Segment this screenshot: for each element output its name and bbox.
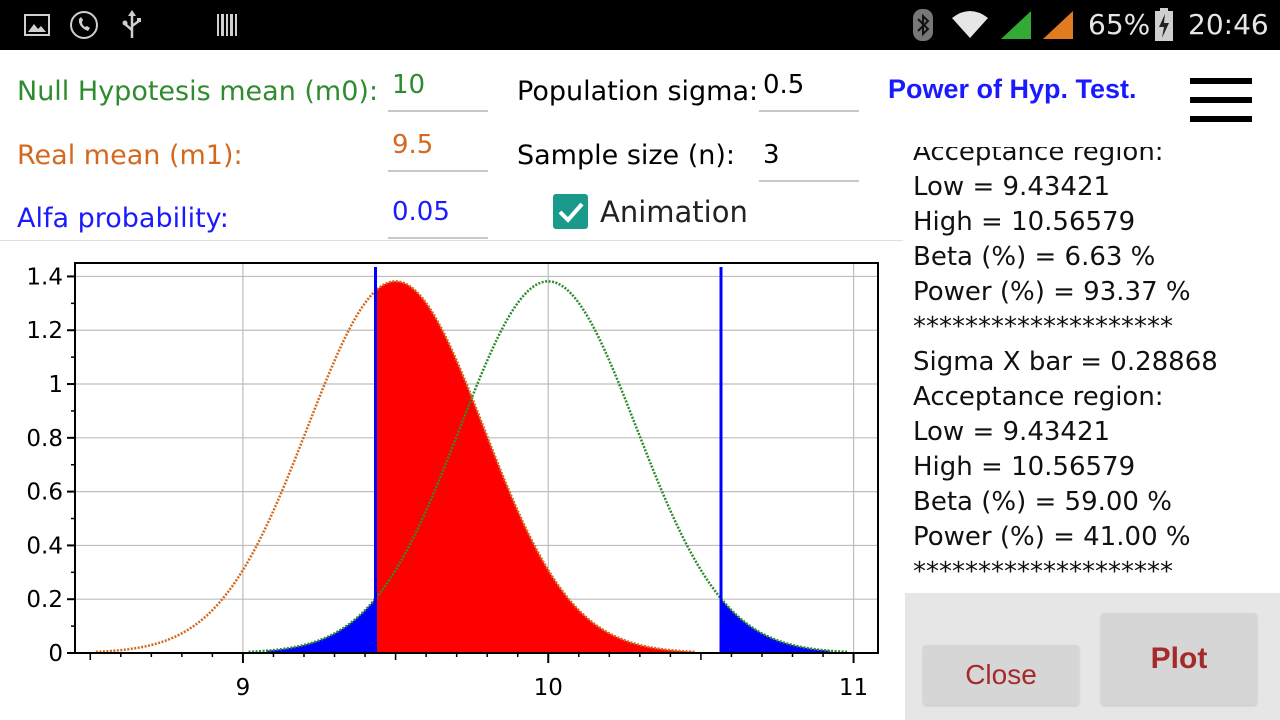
signal-orange-icon [1040,0,1076,50]
usb-icon [118,0,146,50]
animation-checkbox[interactable] [553,194,588,229]
clock: 20:46 [1188,8,1269,41]
alpha-left-tail [266,598,376,653]
button-area: Close Plot [905,593,1280,720]
y-tick-label: 0.6 [26,480,63,506]
null-mean-label: Null Hypotesis mean (m0): [17,76,379,107]
barcode-icon [214,0,240,50]
sigma-field[interactable]: 0.5 [759,70,859,112]
x-tick-label: 9 [236,675,251,701]
alpha-right-tail [720,598,831,653]
result-line: Low = 9.43421 [913,172,1111,202]
result-line: Sigma X bar = 0.28868 [913,347,1218,377]
bluetooth-icon [910,0,936,50]
result-line: Beta (%) = 6.63 % [913,242,1156,272]
y-tick-label: 0.8 [26,426,63,452]
y-tick-label: 1 [48,372,63,398]
menu-button[interactable] [1188,76,1254,124]
animation-label: Animation [600,195,748,229]
phone-icon [66,0,102,50]
chart-panel: 0 0.2 0.4 0.6 0.8 1 1.2 1.4 9 10 11 [0,240,903,720]
power-chart: 0 0.2 0.4 0.6 0.8 1 1.2 1.4 9 10 11 [26,262,879,701]
sigma-label: Population sigma: [517,76,759,107]
menu-bar [1190,116,1252,122]
real-mean-curve [95,280,696,654]
menu-bar [1190,97,1252,103]
plot-button[interactable]: Plot [1101,613,1257,705]
real-mean-field[interactable]: 9.5 [388,130,488,172]
results-panel[interactable]: Acceptance region: Low = 9.43421 High = 10… [905,147,1265,593]
alfa-field[interactable]: 0.05 [388,197,488,239]
result-line: Acceptance region: [913,147,1164,167]
result-line: High = 10.56579 [913,452,1136,482]
sample-size-field[interactable]: 3 [759,140,859,182]
status-bar: 65% 20:46 [0,0,1280,50]
close-button[interactable]: Close [923,645,1079,705]
menu-bar [1190,78,1252,84]
battery-charging-icon [1152,0,1176,50]
signal-green-icon [998,0,1034,50]
result-line: Low = 9.43421 [913,417,1111,447]
x-tick-label: 11 [839,675,868,701]
image-icon [22,0,52,50]
result-line: High = 10.56579 [913,207,1136,237]
y-tick-label: 1.4 [26,264,63,290]
alfa-label: Alfa probability: [17,203,229,234]
sample-size-label: Sample size (n): [517,140,736,171]
y-tick-label: 0 [48,641,63,667]
wifi-icon [948,0,992,50]
result-line: Power (%) = 93.37 % [913,277,1191,307]
y-tick-label: 1.2 [26,318,63,344]
result-line: Power (%) = 41.00 % [913,522,1191,552]
beta-region [375,281,696,653]
y-tick-label: 0.4 [26,533,63,559]
result-line: ******************** [913,557,1173,587]
x-tick-label: 10 [534,675,563,701]
real-mean-label: Real mean (m1): [17,140,243,171]
null-hypothesis-curve [248,280,848,654]
result-line: ******************** [913,312,1173,342]
result-line: Acceptance region: [913,382,1164,412]
plot-frame [74,262,879,654]
app-title: Power of Hyp. Test. [888,74,1137,104]
null-mean-field[interactable]: 10 [388,70,488,112]
result-line: Beta (%) = 59.00 % [913,487,1172,517]
y-tick-label: 0.2 [26,587,63,613]
check-icon [558,202,584,223]
battery-percent: 65% [1088,8,1151,41]
results-text: Acceptance region: Low = 9.43421 High = 10… [913,147,1218,590]
